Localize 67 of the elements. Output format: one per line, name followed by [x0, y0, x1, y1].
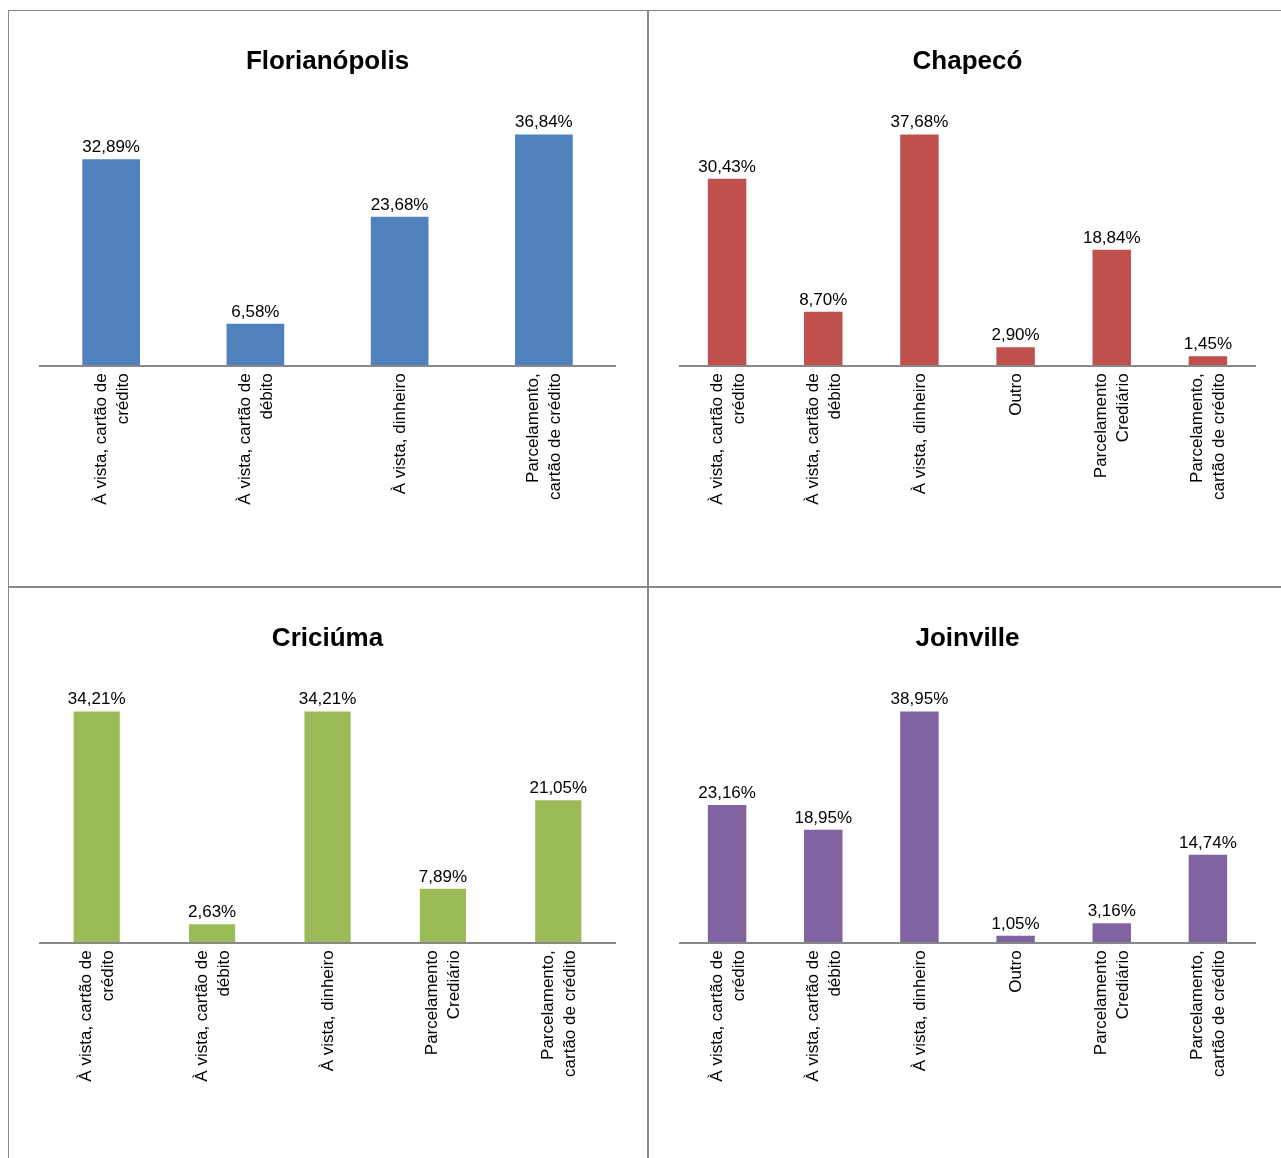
data-label: 32,89% — [82, 137, 140, 157]
data-label: 1,05% — [991, 913, 1040, 933]
chart-title: Chapecó — [912, 45, 1023, 76]
x-tick-label: À vista, cartão de débito — [802, 950, 844, 1082]
bar — [1188, 854, 1228, 942]
bar — [304, 711, 351, 942]
x-tick-label: Parcelamento Crediário — [1091, 950, 1133, 1056]
x-tick-label: À vista, cartão de débito — [802, 373, 844, 505]
bar — [996, 347, 1035, 365]
bar — [900, 134, 939, 365]
x-tick-label: À vista, cartão de débito — [191, 950, 233, 1082]
x-tick-label: Parcelamento Crediário — [422, 950, 464, 1056]
data-label: 3,16% — [1087, 901, 1136, 921]
x-tick-label: Parcelamento, cartão de crédito — [1187, 373, 1229, 500]
bar — [370, 216, 429, 365]
x-tick-label: À vista, dinheiro — [318, 950, 338, 1072]
bar — [419, 888, 466, 942]
x-tick-label: À vista, cartão de crédito — [90, 373, 132, 505]
data-label: 6,58% — [231, 301, 280, 321]
data-label: 2,63% — [188, 902, 237, 922]
data-label: 36,84% — [515, 112, 573, 132]
data-label: 18,84% — [1082, 227, 1141, 247]
x-tick-label: À vista, cartão de crédito — [76, 950, 118, 1082]
x-tick-label: À vista, dinheiro — [909, 373, 929, 495]
bar — [900, 711, 939, 942]
bar — [73, 711, 120, 942]
data-label: 18,95% — [794, 807, 853, 827]
bar — [189, 924, 236, 942]
bar — [1092, 249, 1131, 365]
bar — [707, 178, 747, 365]
x-tick-label: Parcelamento, cartão de crédito — [1187, 950, 1229, 1077]
bar — [1188, 356, 1228, 365]
bar — [515, 134, 573, 365]
chart-title: Joinville — [915, 622, 1020, 653]
chart-title: Criciúma — [271, 622, 384, 653]
data-label: 30,43% — [698, 156, 756, 176]
x-tick-label: À vista, dinheiro — [909, 950, 929, 1072]
data-label: 34,21% — [67, 689, 126, 709]
data-label: 23,16% — [698, 782, 756, 802]
bar — [804, 829, 843, 942]
chart-title: Florianópolis — [245, 45, 410, 76]
bar — [535, 800, 582, 942]
data-label: 1,45% — [1183, 334, 1233, 354]
data-label: 2,90% — [991, 325, 1040, 345]
data-label: 34,21% — [298, 689, 357, 709]
data-label: 7,89% — [418, 866, 467, 886]
x-tick-label: À vista, dinheiro — [390, 373, 410, 495]
data-label: 21,05% — [529, 778, 588, 798]
data-label: 23,68% — [370, 194, 429, 214]
x-tick-label: À vista, cartão de crédito — [706, 950, 748, 1082]
data-label: 37,68% — [890, 112, 949, 132]
x-tick-label: À vista, cartão de débito — [234, 373, 276, 505]
bar — [226, 323, 285, 365]
x-tick-label: Parcelamento Crediário — [1091, 373, 1133, 479]
data-label: 8,70% — [799, 289, 848, 309]
data-label: 38,95% — [890, 689, 949, 709]
x-tick-label: Outro — [1006, 950, 1026, 993]
x-tick-label: À vista, cartão de crédito — [706, 373, 748, 505]
bar — [1092, 923, 1131, 942]
bar — [996, 935, 1035, 942]
data-label: 14,74% — [1179, 832, 1237, 852]
x-tick-label: Outro — [1006, 373, 1026, 416]
x-tick-label: Parcelamento, cartão de crédito — [537, 950, 579, 1077]
x-tick-label: Parcelamento, cartão de crédito — [523, 373, 565, 500]
bar — [82, 159, 140, 365]
bar — [804, 311, 843, 365]
bar — [707, 804, 747, 942]
